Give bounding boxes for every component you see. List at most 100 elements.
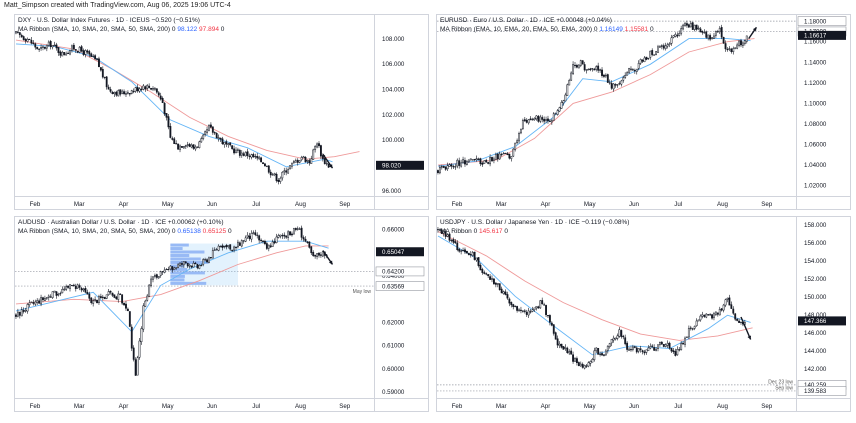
dxy-candle	[18, 32, 21, 38]
audusd-candle-body	[283, 234, 286, 237]
usdjpy-candle	[464, 247, 466, 255]
eurusd-chart-svg[interactable]: 1.16000 1.14000 1.12000 1.10000 1.08000 1.060…	[436, 14, 851, 210]
dxy-candle-body	[308, 160, 311, 164]
eurusd-candle-body	[641, 59, 644, 62]
dxy-candle-body	[121, 90, 124, 94]
dxy-candle	[80, 45, 83, 53]
usdjpy-candle	[718, 306, 721, 316]
dxy-candle	[22, 35, 25, 41]
usdjpy-candle-body	[577, 362, 580, 366]
dxy-candle	[128, 93, 131, 97]
usdjpy-candle-body	[556, 338, 559, 346]
eurusd-candle	[560, 100, 563, 109]
dxy-candle	[264, 162, 266, 167]
dxy-y-tick-label: 104.000	[382, 87, 405, 94]
audusd-candle-body	[287, 231, 290, 238]
eurusd-candle-body	[473, 158, 476, 161]
eurusd-candle-body	[531, 119, 534, 121]
audusd-candle-body	[300, 227, 303, 238]
dxy-candle-body	[80, 46, 83, 52]
dxy-candle-body	[173, 138, 176, 144]
audusd-candle-body	[146, 295, 149, 301]
usdjpy-candle-body	[572, 354, 574, 362]
audusd-level-tag: 0.64200	[375, 266, 425, 277]
eurusd-candle	[624, 72, 627, 79]
dxy-chart-svg[interactable]: 108.000106.000104.000102.000100.00098.00…	[14, 14, 429, 210]
dxy-candle	[115, 90, 118, 97]
usdjpy-ma-value-1: 0	[473, 228, 478, 235]
eurusd-candle	[649, 50, 652, 60]
eurusd-candle	[506, 152, 509, 156]
chart-panel-eurusd[interactable]: 1.16000 1.14000 1.12000 1.10000 1.08000 1.060…	[436, 14, 851, 210]
audusd-annotation-label: May low	[353, 289, 372, 295]
usdjpy-candle-body	[491, 278, 493, 280]
dxy-candle-body	[115, 91, 118, 96]
dxy-candle	[229, 142, 232, 147]
usdjpy-candle	[711, 313, 713, 320]
eurusd-candle-body	[572, 64, 574, 74]
dxy-candle	[298, 160, 301, 164]
dxy-candle-body	[292, 161, 295, 163]
eurusd-candle	[643, 55, 646, 63]
usdjpy-candle	[543, 302, 546, 306]
audusd-candle-body	[252, 232, 255, 234]
eurusd-candle-body	[537, 116, 540, 122]
usdjpy-candle	[612, 335, 615, 343]
usdjpy-candle	[458, 247, 461, 253]
dxy-y-tick-label: 108.000	[382, 36, 405, 43]
dxy-candle-body	[63, 52, 66, 55]
dxy-candle-body	[175, 143, 178, 145]
audusd-candle	[277, 233, 280, 239]
dxy-ma-value-1: 0	[171, 26, 176, 33]
usdjpy-chart-svg[interactable]: 158.000 156.000 154.000 152.000 150.000 148.0…	[436, 216, 851, 412]
audusd-level-tag-box	[375, 281, 425, 291]
usdjpy-candle-body	[628, 348, 630, 351]
usdjpy-candle-body	[574, 358, 576, 362]
dxy-candle	[67, 51, 70, 54]
audusd-candle	[138, 338, 141, 360]
dxy-candle	[177, 143, 180, 150]
dxy-candle-body	[105, 76, 108, 88]
eurusd-candle-body	[693, 24, 696, 30]
usdjpy-candle	[655, 347, 657, 352]
eurusd-candle	[494, 152, 497, 160]
audusd-candle-body	[28, 302, 31, 305]
eurusd-candle	[637, 60, 640, 71]
eurusd-candle-body	[620, 80, 623, 85]
usdjpy-candle-body	[659, 342, 661, 345]
audusd-candle-body	[154, 275, 156, 277]
eurusd-candle-body	[714, 31, 717, 36]
audusd-candle	[281, 233, 284, 239]
dxy-candle	[206, 126, 208, 135]
audusd-candle	[67, 284, 70, 289]
audusd-candle	[96, 299, 98, 304]
usdjpy-candle	[489, 274, 492, 280]
eurusd-candle-body	[722, 36, 725, 44]
audusd-chart-svg[interactable]: 0.66000 0.64000 0.62000 0.61000 0.60000 0.590…	[14, 216, 429, 412]
dxy-candle-body	[138, 88, 141, 92]
usdjpy-candle	[529, 308, 532, 314]
dxy-candle	[267, 165, 270, 174]
usdjpy-candle-body	[709, 314, 712, 316]
eurusd-candle	[510, 156, 513, 162]
chart-panel-usdjpy[interactable]: 158.000 156.000 154.000 152.000 150.000 148.0…	[436, 216, 851, 412]
usdjpy-candle-body	[647, 347, 650, 351]
usdjpy-candle-body	[496, 283, 499, 285]
dxy-candle	[188, 142, 191, 148]
audusd-candle	[40, 294, 42, 307]
chart-panel-audusd[interactable]: 0.66000 0.64000 0.62000 0.61000 0.60000 0.590…	[14, 216, 429, 412]
dxy-candle	[78, 45, 81, 54]
dxy-candle	[113, 91, 116, 97]
eurusd-candle	[745, 35, 748, 44]
usdjpy-candle-body	[448, 233, 451, 241]
dxy-candle	[126, 90, 129, 95]
dxy-candle	[281, 171, 284, 181]
usdjpy-candle	[672, 347, 675, 354]
dxy-candle	[34, 42, 37, 50]
eurusd-candle	[714, 30, 717, 38]
audusd-candle	[258, 234, 261, 244]
usdjpy-candle-body	[462, 250, 464, 252]
chart-panel-dxy[interactable]: 108.000106.000104.000102.000100.00098.00…	[14, 14, 429, 210]
dxy-candle-body	[182, 145, 185, 149]
audusd-candle-body	[304, 238, 307, 242]
